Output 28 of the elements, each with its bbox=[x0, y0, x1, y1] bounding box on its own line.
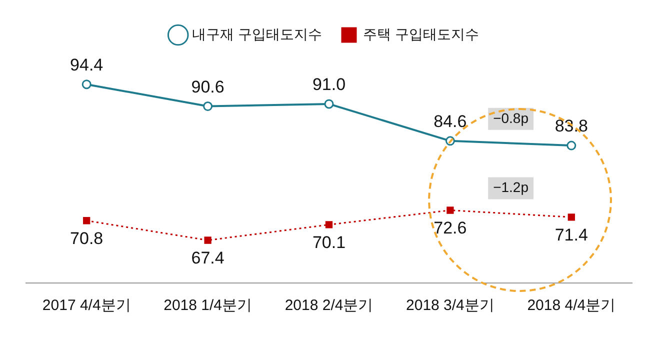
point bbox=[566, 140, 576, 150]
point bbox=[203, 102, 213, 112]
data-label: 70.8 bbox=[70, 228, 104, 248]
data-label: 70.1 bbox=[312, 232, 346, 252]
data-label: 72.6 bbox=[434, 218, 467, 238]
data-label: 67.4 bbox=[191, 248, 224, 268]
legend-label: 주택 구입태도지수 bbox=[363, 26, 479, 42]
x-tick-label: 2017 4/4분기 bbox=[42, 297, 131, 314]
x-tick-label: 2018 4/4분기 bbox=[527, 297, 616, 314]
point bbox=[83, 217, 90, 224]
data-label: 83.8 bbox=[554, 116, 588, 136]
data-label: 84.6 bbox=[434, 112, 467, 132]
data-label: 94.4 bbox=[70, 56, 104, 75]
point bbox=[446, 206, 454, 214]
x-tick-label: 2018 2/4분기 bbox=[284, 297, 374, 314]
data-label: 71.4 bbox=[554, 225, 588, 244]
point bbox=[324, 99, 334, 109]
data-label: 90.6 bbox=[191, 77, 224, 96]
point bbox=[82, 80, 92, 90]
data-label: 91.0 bbox=[312, 75, 346, 94]
legend-label: 내구재 구입태도지수 bbox=[192, 26, 322, 42]
annotation: −0.8p bbox=[493, 110, 529, 126]
x-tick-label: 2018 3/4분기 bbox=[406, 297, 494, 314]
annotation: −1.2p bbox=[493, 179, 529, 196]
x-tick-label: 2018 1/4분기 bbox=[164, 297, 252, 314]
point bbox=[204, 236, 212, 244]
point bbox=[568, 214, 575, 221]
point bbox=[325, 221, 333, 228]
